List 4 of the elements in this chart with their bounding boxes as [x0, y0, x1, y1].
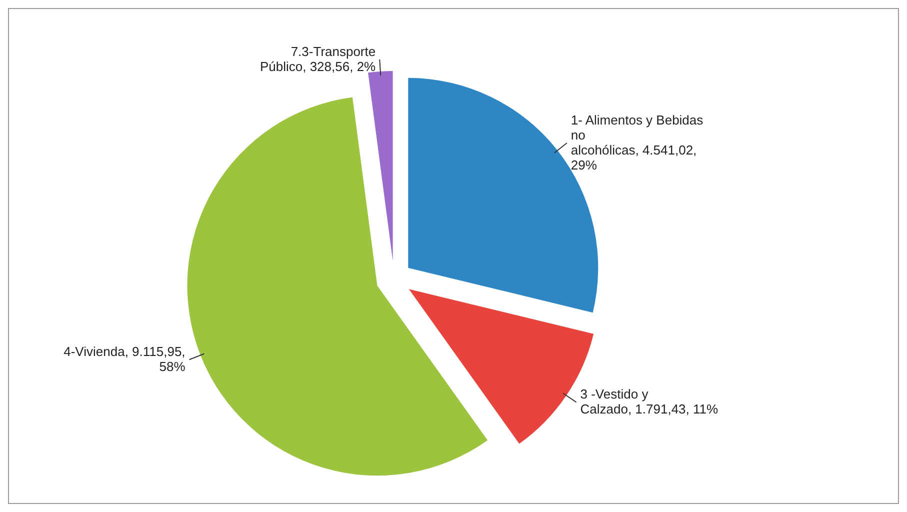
slice-label: 7.3-Transporte Público, 328,56, 2% — [260, 44, 376, 74]
slice-label: 3 -Vestido y Calzado, 1.791,43, 11% — [580, 386, 719, 417]
slice-label: 1- Alimentos y Bebidas no alcohólicas, 4.541,02, 29% — [570, 112, 704, 172]
slice-label: 4-Vivienda, 9.115,95, 58% — [64, 344, 186, 374]
